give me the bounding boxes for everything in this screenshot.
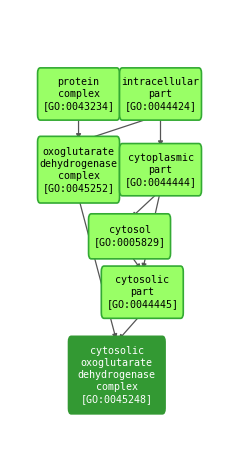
- FancyBboxPatch shape: [101, 266, 183, 318]
- Text: cytosolic
part
[GO:0044445]: cytosolic part [GO:0044445]: [106, 275, 178, 309]
- FancyBboxPatch shape: [120, 144, 201, 196]
- FancyBboxPatch shape: [120, 68, 201, 120]
- FancyBboxPatch shape: [89, 214, 171, 259]
- Text: cytosol
[GO:0005829]: cytosol [GO:0005829]: [94, 225, 165, 248]
- Text: cytoplasmic
part
[GO:0044444]: cytoplasmic part [GO:0044444]: [125, 153, 196, 187]
- Text: cytosolic
oxoglutarate
dehydrogenase
complex
[GO:0045248]: cytosolic oxoglutarate dehydrogenase com…: [78, 346, 156, 404]
- Text: oxoglutarate
dehydrogenase
complex
[GO:0045252]: oxoglutarate dehydrogenase complex [GO:0…: [39, 146, 118, 193]
- FancyBboxPatch shape: [38, 136, 120, 203]
- Text: protein
complex
[GO:0043234]: protein complex [GO:0043234]: [43, 77, 114, 111]
- FancyBboxPatch shape: [69, 336, 165, 414]
- Text: intracellular
part
[GO:0044424]: intracellular part [GO:0044424]: [121, 77, 200, 111]
- FancyBboxPatch shape: [38, 68, 120, 120]
